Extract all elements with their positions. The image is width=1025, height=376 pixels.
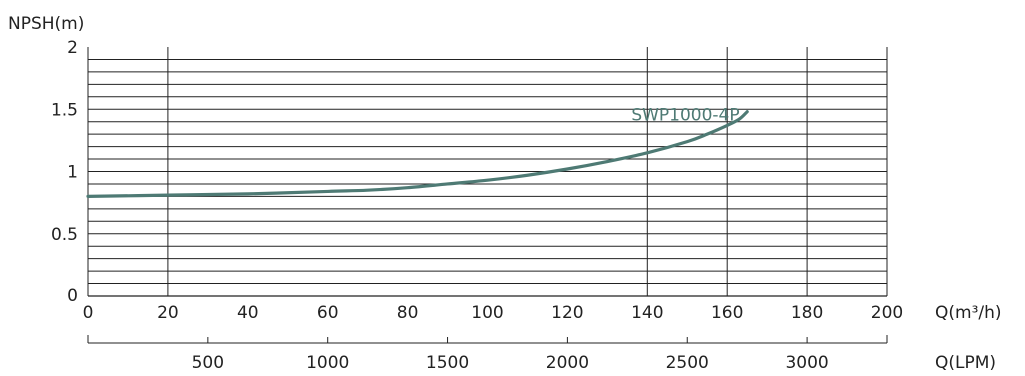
y-axis-title: NPSH(m) <box>8 14 84 34</box>
x-tick-label: 0 <box>83 303 94 323</box>
x-tick-label: 140 <box>631 303 663 323</box>
axes <box>87 295 888 344</box>
series-line <box>86 110 749 198</box>
y-tick-label: 0 <box>67 286 78 306</box>
x-tick-label: 100 <box>471 303 503 323</box>
x-tick-label: 80 <box>397 303 419 323</box>
x-tick-label: 200 <box>871 303 903 323</box>
x-tick-label: 180 <box>791 303 823 323</box>
grid <box>87 47 888 296</box>
x-tick-label: 120 <box>551 303 583 323</box>
x2-tick-label: 1500 <box>426 353 469 373</box>
x-tick-label: 160 <box>711 303 743 323</box>
y-tick-label: 1.5 <box>51 100 78 120</box>
x2-tick-label: 1000 <box>306 353 349 373</box>
x2-tick-label: 2000 <box>546 353 589 373</box>
y-tick-label: 2 <box>67 38 78 58</box>
x2-tick-label: 3000 <box>785 353 828 373</box>
x-axis-title: Q(m³/h) <box>935 303 1002 323</box>
x-tick-label: 60 <box>317 303 339 323</box>
x-tick-label: 40 <box>237 303 259 323</box>
x2-tick-label: 500 <box>192 353 224 373</box>
y-tick-label: 0.5 <box>51 225 78 245</box>
x2-axis-title: Q(LPM) <box>935 353 996 373</box>
x-tick-label: 20 <box>157 303 179 323</box>
x2-tick-label: 2500 <box>666 353 709 373</box>
y-tick-label: 1 <box>67 163 78 183</box>
label-layer: NPSH(m) Q(m³/h) Q(LPM) 00.511.520 20 40 60 8… <box>8 14 1002 373</box>
series-label: SWP1000-4P <box>631 105 739 125</box>
series-layer <box>86 110 749 198</box>
